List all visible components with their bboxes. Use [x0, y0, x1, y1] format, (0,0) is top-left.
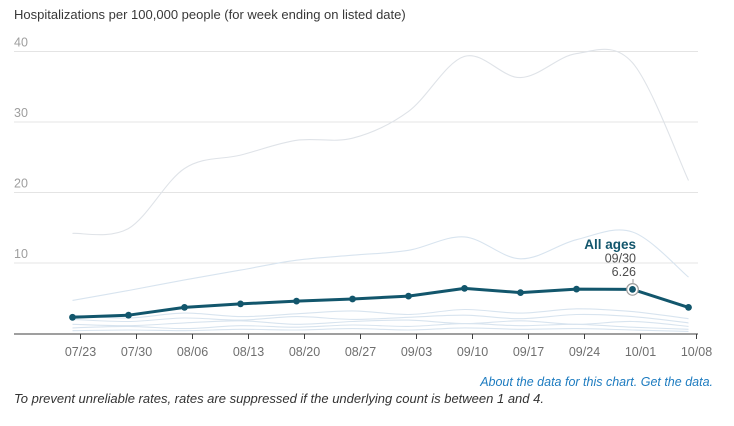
- all-ages-point-09/17[interactable]: [517, 289, 524, 296]
- all-ages-point-09/10[interactable]: [461, 285, 468, 292]
- x-tick-label-08/13: 08/13: [233, 345, 264, 359]
- x-tick-label-10/08: 10/08: [681, 345, 712, 359]
- all-ages-series[interactable]: [69, 283, 692, 321]
- tooltip-series-label: All ages: [584, 237, 636, 252]
- background-age-group-1-line: [72, 48, 689, 236]
- all-ages-point-08/06[interactable]: [181, 304, 188, 311]
- background-age-group-6-line: [72, 323, 689, 330]
- x-tick-label-08/20: 08/20: [289, 345, 320, 359]
- background-series-lines: [72, 48, 689, 332]
- all-ages-point-08/27[interactable]: [349, 295, 356, 303]
- all-ages-point-09/03[interactable]: [405, 292, 412, 300]
- tooltip-date: 09/30: [605, 252, 636, 266]
- y-tick-label-20: 20: [14, 177, 28, 191]
- x-tick-label-09/24: 09/24: [569, 345, 600, 359]
- y-tick-label-30: 30: [14, 106, 28, 120]
- background-age-group-7-line: [72, 327, 689, 332]
- x-tick-label-08/06: 08/06: [177, 345, 208, 359]
- all-ages-line: [71, 286, 690, 319]
- all-ages-point-07/30[interactable]: [125, 311, 132, 319]
- about-data-link[interactable]: About the data for this chart.: [480, 375, 638, 389]
- tooltip-value: 6.26: [612, 265, 636, 279]
- get-data-link[interactable]: Get the data.: [640, 375, 713, 389]
- chart-links: About the data for this chart. Get the d…: [480, 375, 713, 389]
- hospitalizations-line-chart[interactable]: 10 20 30 40 07/23 07/30 08/06 08/13 08/20 08/27 09…: [0, 0, 734, 368]
- all-ages-point-08/20[interactable]: [293, 297, 300, 305]
- chart-title: Hospitalizations per 100,000 people (for…: [14, 7, 406, 22]
- background-age-group-3-line: [72, 308, 689, 320]
- background-age-group-2-line: [72, 229, 689, 301]
- all-ages-point-10/08[interactable]: [685, 304, 692, 311]
- all-ages-point-09/24[interactable]: [573, 285, 580, 293]
- all-ages-point-08/13[interactable]: [237, 300, 244, 308]
- suppression-footnote: To prevent unreliable rates, rates are s…: [14, 391, 544, 406]
- x-tick-label-09/03: 09/03: [401, 345, 432, 359]
- x-tick-label-08/27: 08/27: [345, 345, 376, 359]
- x-tick-label-09/17: 09/17: [513, 345, 544, 359]
- background-age-group-4-line: [72, 313, 689, 324]
- y-grid: 10 20 30 40: [14, 36, 698, 264]
- y-tick-label-10: 10: [14, 247, 28, 261]
- all-ages-point-10/01[interactable]: [629, 286, 636, 293]
- x-tick-label-10/01: 10/01: [625, 345, 656, 359]
- y-tick-label-40: 40: [14, 36, 28, 50]
- x-axis: 07/23 07/30 08/06 08/13 08/20 08/27 09/03 09/10…: [14, 333, 712, 359]
- all-ages-point-07/23[interactable]: [69, 313, 76, 321]
- x-tick-label-09/10: 09/10: [457, 345, 488, 359]
- x-tick-label-07/23: 07/23: [65, 345, 96, 359]
- x-tick-label-07/30: 07/30: [121, 345, 152, 359]
